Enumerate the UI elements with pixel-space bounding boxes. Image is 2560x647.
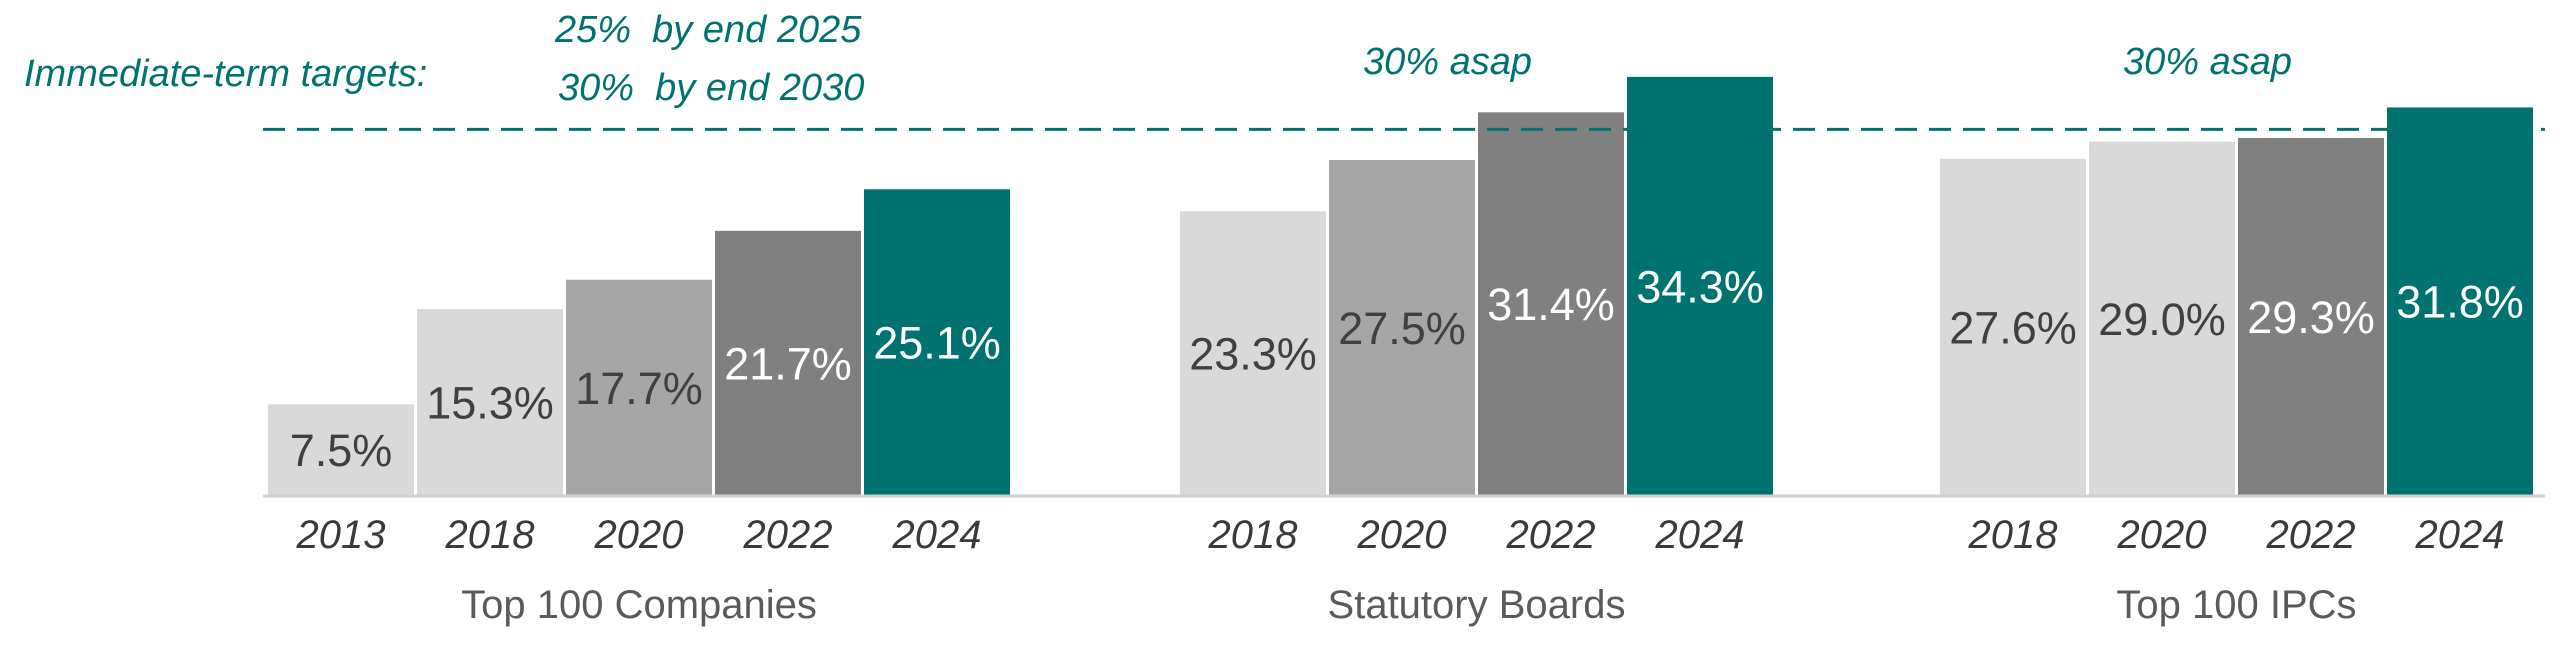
bar-value-label: 31.4%	[1487, 279, 1615, 330]
year-tick-label: 2018	[1968, 513, 2059, 557]
year-tick-label: 2024	[1655, 513, 1745, 557]
year-tick-label: 2013	[296, 513, 386, 557]
bar-value-label: 7.5%	[290, 425, 393, 476]
bar-value-label: 29.3%	[2247, 292, 2375, 343]
labels-layer: 7.5% 2013 15.3% 2018 17.7% 2020 21.7% 2022 25.1%…	[290, 261, 2524, 627]
group-label: Top 100 Companies	[461, 583, 817, 627]
group-label: Statutory Boards	[1328, 583, 1626, 627]
bar-value-label: 25.1%	[873, 318, 1001, 369]
year-tick-label: 2018	[1208, 513, 1299, 557]
year-tick-label: 2022	[1506, 513, 1596, 557]
bar-2-2	[2238, 137, 2384, 496]
bar-value-label: 15.3%	[426, 378, 554, 429]
targets-label: Immediate-term targets:	[24, 53, 427, 95]
bar-2-0	[1940, 158, 2086, 497]
bar-0-0	[268, 404, 414, 496]
year-tick-label: 2018	[445, 513, 536, 557]
statutory-boards-target: 30% asap	[1363, 41, 1532, 83]
year-tick-label: 2022	[2266, 513, 2356, 557]
bar-2-3	[2387, 107, 2533, 496]
bar-0-1	[417, 309, 563, 496]
bar-1-1	[1329, 159, 1475, 496]
ipcs-target: 30% asap	[2123, 41, 2292, 83]
bar-2-1	[2089, 141, 2235, 496]
bar-value-label: 31.8%	[2396, 277, 2524, 328]
bar-value-label: 27.5%	[1338, 303, 1466, 354]
bar-1-3	[1627, 76, 1773, 496]
bar-value-label: 23.3%	[1189, 329, 1317, 380]
year-tick-label: 2020	[1357, 513, 1447, 557]
year-tick-label: 2024	[892, 513, 982, 557]
bars-layer	[268, 76, 2533, 497]
year-tick-label: 2020	[594, 513, 684, 557]
bar-value-label: 34.3%	[1636, 261, 1764, 312]
bar-value-label: 17.7%	[575, 363, 703, 414]
group-label: Top 100 IPCs	[2116, 583, 2356, 627]
bar-value-label: 29.0%	[2098, 294, 2226, 345]
year-tick-label: 2024	[2415, 513, 2505, 557]
bar-0-4	[864, 189, 1010, 496]
bar-0-2	[566, 279, 712, 496]
target-annotations: Immediate-term targets: 25% by end 2025 …	[24, 9, 2292, 109]
bar-value-label: 21.7%	[724, 338, 852, 389]
bar-0-3	[715, 230, 861, 496]
year-tick-label: 2020	[2117, 513, 2207, 557]
bar-1-0	[1180, 211, 1326, 496]
year-tick-label: 2022	[743, 513, 833, 557]
target-line-2025: 25% by end 2025	[554, 9, 862, 51]
bar-value-label: 27.6%	[1949, 302, 2077, 353]
bar-1-2	[1478, 112, 1624, 496]
target-line-2030: 30% by end 2030	[558, 67, 864, 109]
